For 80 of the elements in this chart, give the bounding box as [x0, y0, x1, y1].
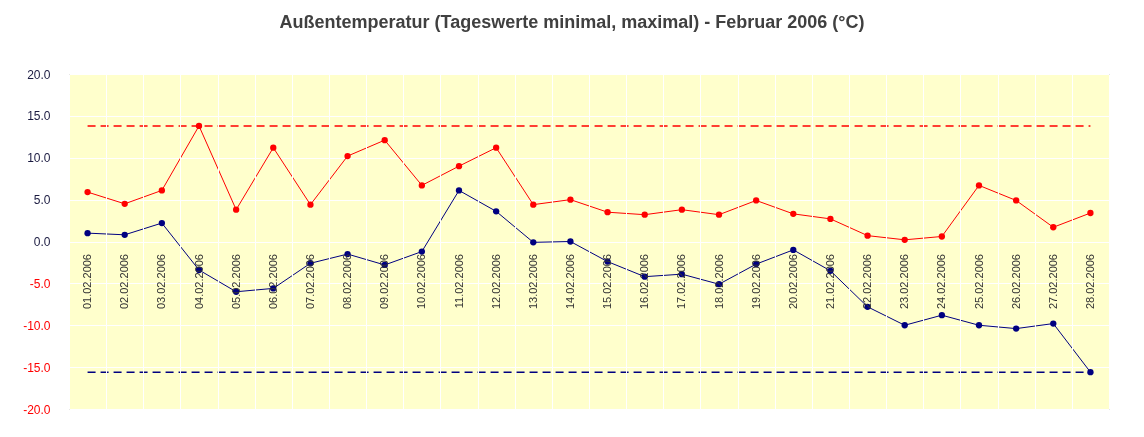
point [84, 229, 91, 237]
x-tick-label: 04.02.2006 [192, 254, 205, 310]
point [530, 239, 537, 246]
point [307, 201, 314, 208]
x-tick-label: 09.02.2006 [378, 254, 391, 310]
point [864, 232, 871, 239]
point [790, 210, 797, 218]
x-tick-label: 06.02.2006 [266, 254, 279, 310]
point [121, 231, 128, 238]
point [1087, 209, 1094, 217]
x-tick-label: 15.02.2006 [601, 254, 614, 310]
point [232, 206, 240, 213]
point [1012, 325, 1020, 332]
y-tick-label: 5.0 [33, 193, 51, 208]
x-tick-label: 03.02.2006 [155, 254, 168, 310]
point [381, 137, 388, 144]
y-tick-label: 20.0 [27, 67, 51, 82]
point [641, 211, 648, 218]
x-tick-label: 07.02.2006 [303, 254, 316, 310]
chart-title: Außentemperatur (Tageswerte minimal, maximal) - Februar 2006 (°C) [279, 12, 865, 32]
y-tick-label: -5.0 [29, 276, 51, 291]
point [975, 182, 983, 189]
point [455, 187, 463, 194]
x-tick-label: 08.02.2006 [341, 254, 354, 310]
point [827, 215, 834, 223]
point [678, 206, 686, 213]
x-tick-label: 27.02.2006 [1046, 254, 1059, 310]
x-tick-label: 25.02.2006 [972, 254, 985, 310]
point [344, 152, 351, 160]
point [158, 219, 166, 227]
point [901, 322, 908, 329]
x-tick-label: 10.02.2006 [415, 254, 428, 310]
x-tick-label: 26.02.2006 [1009, 254, 1022, 310]
point [530, 201, 537, 208]
y-tick-label: 15.0 [27, 109, 51, 124]
x-tick-label: 02.02.2006 [118, 254, 131, 310]
point [1050, 224, 1057, 231]
point [1012, 197, 1020, 204]
point [604, 209, 611, 216]
x-tick-label: 17.02.2006 [675, 254, 688, 310]
x-tick-label: 28.02.2006 [1083, 254, 1096, 310]
point [715, 211, 723, 218]
x-tick-label: 12.02.2006 [489, 254, 502, 310]
x-tick-label: 05.02.2006 [229, 254, 242, 310]
point [195, 122, 203, 130]
y-tick-label: -15.0 [23, 360, 51, 375]
x-tick-label: 20.02.2006 [786, 254, 799, 310]
point [752, 197, 760, 204]
point [492, 208, 500, 215]
x-tick-label: 01.02.2006 [81, 254, 94, 310]
point [938, 312, 946, 319]
point [901, 236, 908, 243]
point [270, 144, 277, 151]
y-tick-label: -10.0 [23, 318, 51, 333]
x-tick-label: 13.02.2006 [526, 254, 539, 310]
y-tick-label: 10.0 [27, 151, 51, 166]
point [158, 187, 166, 194]
point [567, 238, 574, 245]
point [1050, 320, 1057, 327]
x-tick-label: 24.02.2006 [935, 254, 948, 310]
point [418, 182, 426, 189]
point [455, 162, 463, 170]
x-tick-label: 19.02.2006 [749, 254, 762, 310]
point [938, 233, 946, 240]
point [492, 144, 500, 151]
y-tick-label: 0.0 [33, 235, 51, 249]
x-tick-label: 18.02.2006 [712, 254, 725, 310]
point [1087, 368, 1094, 376]
point [121, 200, 128, 207]
y-tick-label: -20.0 [23, 402, 51, 417]
x-tick-label: 21.02.2006 [823, 254, 836, 310]
x-tick-label: 14.02.2006 [563, 254, 576, 310]
x-tick-label: 23.02.2006 [898, 254, 911, 310]
point [975, 322, 983, 329]
x-tick-label: 16.02.2006 [638, 254, 651, 310]
point [84, 188, 91, 196]
x-tick-label: 22.02.2006 [861, 254, 874, 310]
point [567, 196, 574, 203]
x-tick-label: 11.02.2006 [452, 254, 465, 309]
point [790, 246, 797, 254]
